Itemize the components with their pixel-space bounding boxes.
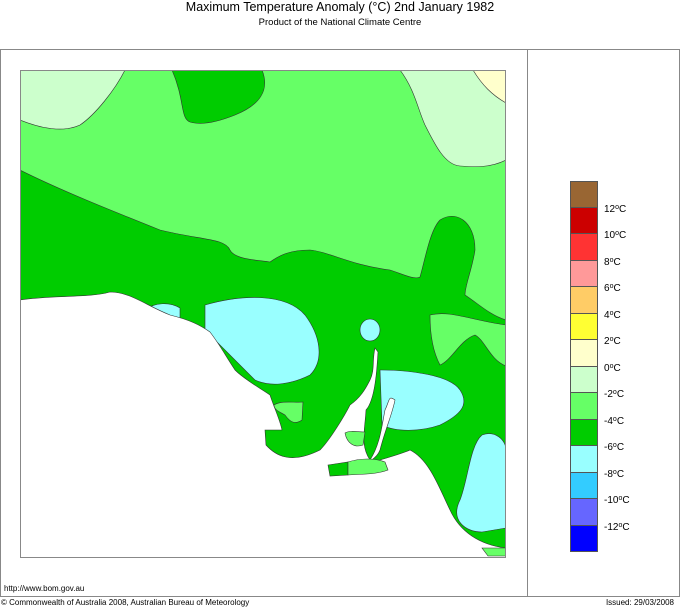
legend-tick-label: -6oC <box>604 442 625 453</box>
kangaroo-island-east <box>347 458 389 476</box>
zone-minus8-to-minus6-gulf-head <box>359 318 381 342</box>
legend-tick-label: 6oC <box>604 283 621 294</box>
legend-band <box>570 313 598 340</box>
legend-tick-label: -2oC <box>604 389 625 400</box>
zone-minus2-to-0-nw <box>20 70 126 130</box>
map-title: Maximum Temperature Anomaly (°C) 2nd Jan… <box>185 0 495 14</box>
zone-minus4-to-minus2-eyre-tip <box>273 401 304 423</box>
zone-0-to-2 <box>472 70 506 104</box>
legend-band <box>570 499 598 526</box>
legend-band <box>570 340 598 367</box>
legend-band <box>570 234 598 261</box>
zone-minus8-to-minus6-southeast <box>456 433 506 533</box>
legend-tick-label: 12oC <box>604 203 627 215</box>
legend-tick-label: -8oC <box>604 468 625 480</box>
legend-tick-label: 8oC <box>604 256 621 268</box>
legend-divider <box>527 49 528 596</box>
zone-minus2-to-0-ne <box>399 70 506 167</box>
legend-tick-label: -12oC <box>604 521 630 533</box>
zone-minus4-to-minus2-southeast <box>481 547 506 557</box>
zone-minus8-to-minus6-adelaide <box>379 369 465 431</box>
legend-tick-label: 4oC <box>604 309 621 321</box>
legend-tick-label: 10oC <box>604 230 627 241</box>
anomaly-map <box>20 70 506 558</box>
zone-minus4-to-minus2-east <box>429 313 506 367</box>
legend-band <box>570 472 598 499</box>
legend-tick-label: 2oC <box>604 336 621 347</box>
legend-tick-label: -4oC <box>604 415 625 427</box>
source-url[interactable]: http://www.bom.gov.au <box>4 584 85 593</box>
zone-minus6-to-minus4-north <box>171 70 265 124</box>
copyright-notice: © Commonwealth of Australia 2008, Austra… <box>1 598 250 607</box>
legend-band <box>570 419 598 446</box>
legend-band <box>570 525 598 552</box>
legend-tick-label: 0oC <box>604 362 621 374</box>
zone-minus4-to-minus2-yorke <box>344 431 366 447</box>
issued-date: Issued: 29/03/2008 <box>605 598 674 607</box>
legend-band <box>570 207 598 234</box>
zone-minus8-to-minus6-eyre <box>204 297 320 385</box>
legend-band <box>570 260 598 287</box>
legend-band <box>570 393 598 420</box>
legend-band <box>570 446 598 473</box>
legend-band <box>570 181 598 208</box>
legend-band <box>570 287 598 314</box>
legend-band <box>570 366 598 393</box>
color-legend <box>570 181 598 552</box>
map-subtitle: Product of the National Climate Centre <box>258 17 422 28</box>
map-border <box>20 70 506 558</box>
legend-tick-label: -10oC <box>604 495 630 506</box>
